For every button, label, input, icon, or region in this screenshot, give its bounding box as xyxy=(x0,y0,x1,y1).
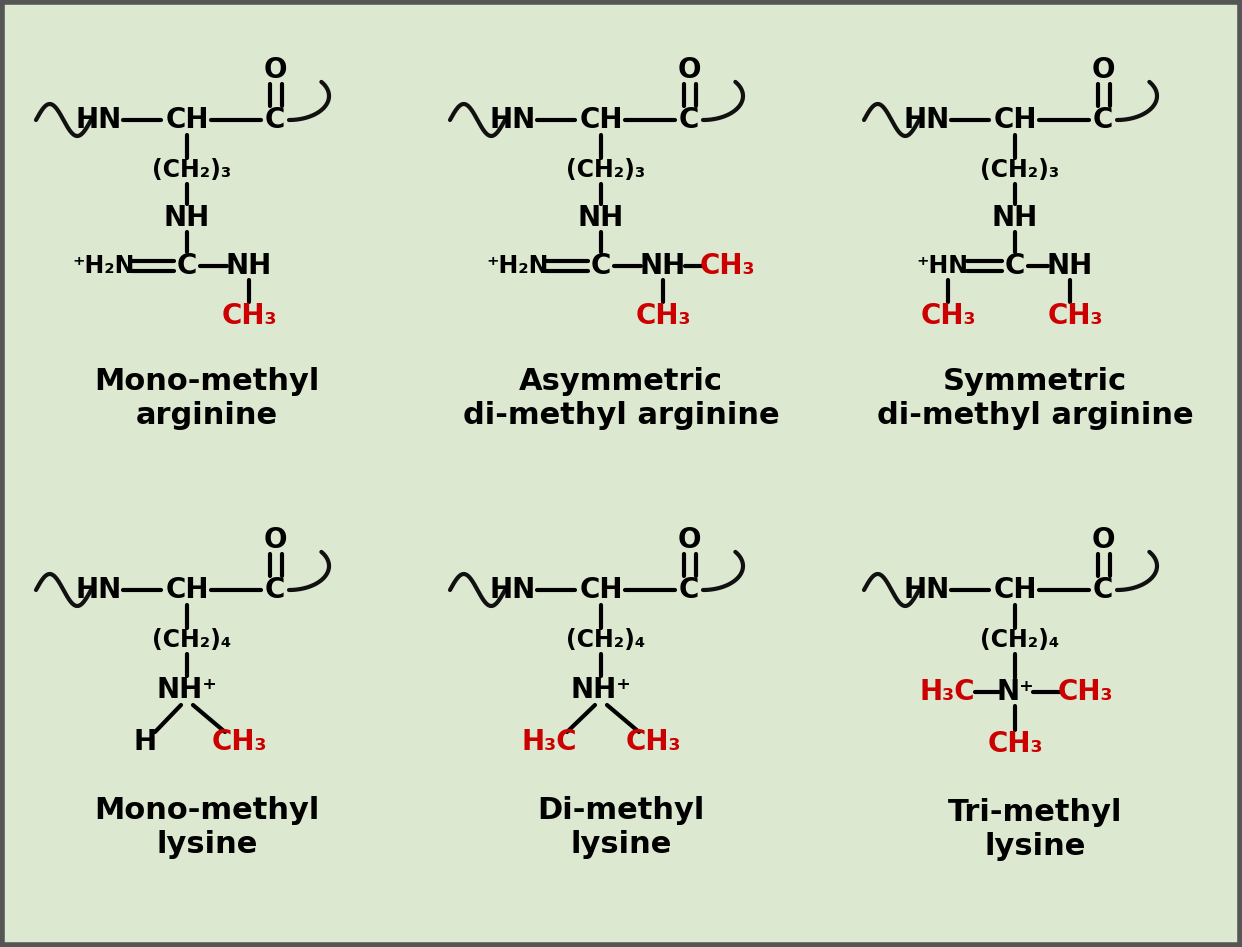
Text: di-methyl arginine: di-methyl arginine xyxy=(463,401,779,430)
Text: O: O xyxy=(1092,56,1115,84)
Text: O: O xyxy=(677,56,700,84)
Text: NH: NH xyxy=(164,204,210,232)
Text: (CH₂)₄: (CH₂)₄ xyxy=(153,628,231,652)
Text: NH: NH xyxy=(992,204,1038,232)
Text: ⁺HN: ⁺HN xyxy=(917,254,968,278)
Text: HN: HN xyxy=(904,576,950,604)
Text: CH₃: CH₃ xyxy=(221,302,277,330)
Text: (CH₂)₃: (CH₂)₃ xyxy=(566,158,646,182)
Text: C: C xyxy=(591,252,611,280)
Text: N⁺: N⁺ xyxy=(996,678,1033,706)
Text: CH: CH xyxy=(579,106,622,134)
Text: CH₃: CH₃ xyxy=(1047,302,1103,330)
Text: NH⁺: NH⁺ xyxy=(156,676,217,704)
Text: HN: HN xyxy=(904,106,950,134)
Text: C: C xyxy=(1093,106,1113,134)
Text: C: C xyxy=(176,252,197,280)
Text: CH₃: CH₃ xyxy=(635,302,691,330)
Text: CH₃: CH₃ xyxy=(920,302,976,330)
Text: H: H xyxy=(133,728,156,756)
Text: C: C xyxy=(1005,252,1025,280)
Text: C: C xyxy=(1093,576,1113,604)
Text: CH₃: CH₃ xyxy=(987,730,1043,758)
Text: Mono-methyl: Mono-methyl xyxy=(94,795,319,825)
Text: Symmetric: Symmetric xyxy=(943,366,1126,396)
Text: CH₃: CH₃ xyxy=(699,252,755,280)
Text: C: C xyxy=(679,576,699,604)
Text: arginine: arginine xyxy=(135,401,278,430)
Text: O: O xyxy=(677,526,700,554)
Text: C: C xyxy=(265,576,286,604)
Text: di-methyl arginine: di-methyl arginine xyxy=(877,401,1194,430)
Text: HN: HN xyxy=(489,106,537,134)
Text: lysine: lysine xyxy=(985,831,1086,861)
Text: O: O xyxy=(263,56,287,84)
Text: NH: NH xyxy=(1047,252,1093,280)
Text: (CH₂)₃: (CH₂)₃ xyxy=(980,158,1059,182)
Text: O: O xyxy=(1092,526,1115,554)
Text: ⁺H₂N: ⁺H₂N xyxy=(73,254,135,278)
Text: Asymmetric: Asymmetric xyxy=(519,366,723,396)
Text: (CH₂)₄: (CH₂)₄ xyxy=(980,628,1059,652)
Text: HN: HN xyxy=(76,106,122,134)
Text: H₃C: H₃C xyxy=(522,728,576,756)
Text: CH: CH xyxy=(579,576,622,604)
Text: lysine: lysine xyxy=(156,830,257,859)
Text: HN: HN xyxy=(489,576,537,604)
Text: (CH₂)₄: (CH₂)₄ xyxy=(566,628,646,652)
Text: ⁺H₂N: ⁺H₂N xyxy=(487,254,549,278)
Text: (CH₂)₃: (CH₂)₃ xyxy=(153,158,231,182)
Text: NH: NH xyxy=(226,252,272,280)
Text: Mono-methyl: Mono-methyl xyxy=(94,366,319,396)
Text: Di-methyl: Di-methyl xyxy=(538,795,704,825)
Text: CH: CH xyxy=(165,106,209,134)
Text: HN: HN xyxy=(76,576,122,604)
Text: CH: CH xyxy=(994,106,1037,134)
Text: CH: CH xyxy=(165,576,209,604)
Text: lysine: lysine xyxy=(570,830,672,859)
Text: O: O xyxy=(263,526,287,554)
Text: C: C xyxy=(679,106,699,134)
Text: CH₃: CH₃ xyxy=(1057,678,1113,706)
Text: NH: NH xyxy=(640,252,686,280)
Text: NH: NH xyxy=(578,204,625,232)
Text: Tri-methyl: Tri-methyl xyxy=(948,797,1123,827)
Text: NH⁺: NH⁺ xyxy=(570,676,631,704)
Text: CH₃: CH₃ xyxy=(211,728,267,756)
Text: CH₃: CH₃ xyxy=(625,728,681,756)
Text: C: C xyxy=(265,106,286,134)
Text: H₃C: H₃C xyxy=(919,678,975,706)
Text: CH: CH xyxy=(994,576,1037,604)
